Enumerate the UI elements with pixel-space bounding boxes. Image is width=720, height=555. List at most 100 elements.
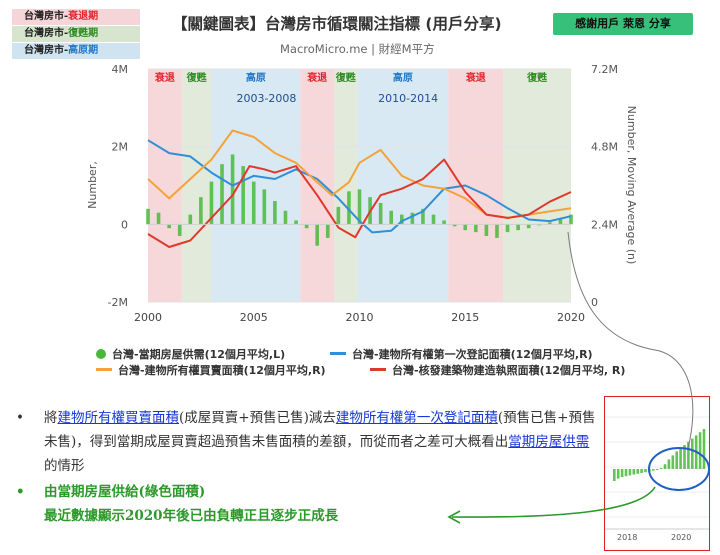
- inset-bar: [613, 469, 616, 481]
- supply-bar: [294, 220, 298, 225]
- supply-bar: [262, 189, 267, 225]
- supply-bar: [548, 222, 552, 225]
- inset-bar: [667, 459, 671, 469]
- supply-bar: [410, 212, 415, 225]
- supply-bar: [452, 224, 457, 227]
- y-tick-label-right: 2.4M: [591, 218, 618, 231]
- inset-chart: [605, 416, 709, 530]
- inset-bar: [628, 469, 632, 476]
- inset-tick-label: 2020: [671, 533, 692, 542]
- inset-bar: [679, 448, 682, 469]
- supply-bar: [347, 191, 351, 225]
- link-supply-demand[interactable]: 當期房屋供需: [508, 434, 590, 450]
- chart-subtitle: MacroMicro.me | 財經M平方: [280, 42, 435, 56]
- x-tick-label: 2000: [134, 311, 162, 324]
- supply-bar: [273, 201, 277, 225]
- link-transaction-area[interactable]: 建物所有權買賣面積: [57, 410, 180, 426]
- y-tick-label-left: 2M: [112, 141, 129, 154]
- supply-bar: [325, 224, 330, 238]
- supply-bar: [526, 224, 531, 229]
- supply-bar: [378, 202, 383, 225]
- period-annotation: 2010-2014: [378, 92, 438, 105]
- phase-band-plateau: [357, 69, 449, 302]
- y-axis-label-left: Number,: [86, 161, 99, 209]
- supply-bar: [251, 181, 256, 225]
- phase-legend-plateau: 台灣房市-高原期: [12, 43, 140, 59]
- legend-item-transaction: 台灣-建物所有權買賣面積(12個月平均,R): [96, 362, 326, 378]
- inset-bar: [663, 464, 667, 469]
- supply-bar: [357, 189, 362, 225]
- bullet-dot-icon: •: [16, 410, 24, 426]
- y-tick-label-right: 7.2M: [591, 63, 618, 76]
- supply-bar: [516, 224, 520, 231]
- supply-bar: [315, 224, 319, 246]
- series-line: [147, 139, 572, 234]
- supply-bar: [177, 224, 182, 236]
- inset-bar: [683, 445, 686, 469]
- y-tick-label-right: 4.8M: [591, 141, 618, 154]
- chart-canvas: 衰退 復甦 高原 衰退 復甦 高原 衰退 復甦4M2M0-2M7.2M4.8M2.4M0200…: [86, 63, 638, 324]
- supply-bar: [431, 214, 436, 225]
- supply-bar: [146, 208, 150, 225]
- legend-item-permits: 台灣-核發建築物建造執照面積(12個月平均, R): [370, 362, 625, 378]
- inset-bar: [620, 469, 624, 477]
- note-bullet-2: • 由當期房屋供給(綠色面積) 最近數據顯示2020年後已由負轉正且逐步正成長: [14, 480, 600, 528]
- phase-label: 衰退: [154, 71, 175, 84]
- y-tick-label-left: -2M: [108, 296, 128, 309]
- legend-line-icon: [96, 368, 112, 371]
- chart-title: 【關鍵圖表】台灣房市循環關注指標 (用戶分享): [172, 15, 502, 33]
- x-tick-label: 2020: [557, 311, 585, 324]
- inset-bar: [698, 432, 702, 469]
- supply-bar: [495, 224, 499, 238]
- phase-label: 高原: [393, 71, 413, 84]
- supply-bar: [558, 218, 563, 225]
- supply-bar: [505, 224, 510, 233]
- phase-band-recession: [148, 69, 182, 302]
- period-annotation: 2003-2008: [236, 92, 296, 105]
- inset-bar: [632, 469, 636, 475]
- inset-bar: [636, 469, 639, 474]
- supply-bar: [484, 224, 489, 236]
- supply-bar: [442, 220, 446, 225]
- supply-bar: [283, 210, 288, 225]
- phase-label: 復甦: [526, 71, 548, 84]
- supply-bar: [389, 210, 394, 225]
- inset-tick-label: 2018: [617, 533, 638, 542]
- credit-badge: 感謝用戶 萊恩 分享: [553, 13, 693, 35]
- y-axis-label-right: Number, Moving Average (n): [625, 106, 638, 265]
- y-tick-label-right: 0: [591, 296, 598, 309]
- phase-band-recession: [300, 69, 335, 302]
- phase-label: 衰退: [306, 71, 327, 84]
- phase-band-recession: [448, 69, 504, 302]
- phase-legend-recovery: 台灣房市-復甦期: [12, 26, 140, 42]
- inset-bar: [702, 429, 706, 469]
- bullet-dot-icon: •: [16, 484, 25, 500]
- inset-bar: [694, 435, 698, 469]
- legend-item-supply: 台灣-當期房屋供需(12個月平均,L): [96, 346, 285, 362]
- supply-bar: [230, 154, 235, 225]
- inset-bar: [687, 441, 690, 469]
- inset-bar: [675, 451, 678, 469]
- supply-bar: [569, 214, 573, 225]
- supply-bar: [463, 224, 468, 231]
- phase-band-plateau: [211, 69, 301, 302]
- phase-band-recovery: [503, 69, 571, 302]
- supply-bar: [241, 166, 245, 225]
- x-tick-label: 2015: [451, 311, 479, 324]
- phase-label: 高原: [246, 71, 266, 84]
- y-tick-label-left: 4M: [112, 63, 129, 76]
- phase-band-recovery: [181, 69, 212, 302]
- link-first-registration[interactable]: 建物所有權第一次登記面積: [335, 410, 498, 426]
- supply-bar: [474, 224, 478, 233]
- zoom-inset: 2018 2020: [604, 396, 710, 551]
- inset-bar: [655, 469, 659, 470]
- supply-bar: [336, 206, 341, 225]
- inset-bar: [616, 469, 620, 479]
- x-tick-label: 2005: [240, 311, 268, 324]
- legend-line-icon: [330, 352, 346, 355]
- inset-bar: [671, 455, 675, 469]
- supply-bar: [304, 224, 309, 229]
- series-line: [147, 158, 572, 248]
- inset-bar: [659, 468, 663, 469]
- supply-bar: [199, 197, 203, 225]
